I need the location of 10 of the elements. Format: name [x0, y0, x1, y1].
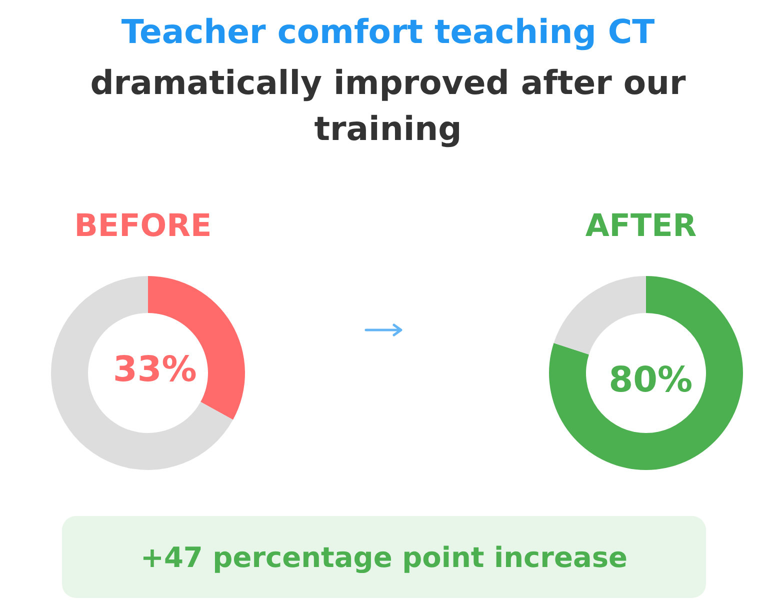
chart-title: BEFORE: [73, 208, 213, 246]
donut-slice: [549, 276, 743, 470]
text: +47 percentage point increase: [62, 516, 706, 598]
data-label: 33%: [112, 350, 197, 390]
data-label: 80%: [608, 360, 693, 400]
donut-slice: [51, 276, 233, 470]
text: dramatically improved after our training: [89, 62, 687, 150]
chart-title: AFTER: [584, 208, 698, 246]
donut-slice: [554, 276, 646, 354]
text: Teacher comfort teaching CT: [120, 12, 656, 51]
